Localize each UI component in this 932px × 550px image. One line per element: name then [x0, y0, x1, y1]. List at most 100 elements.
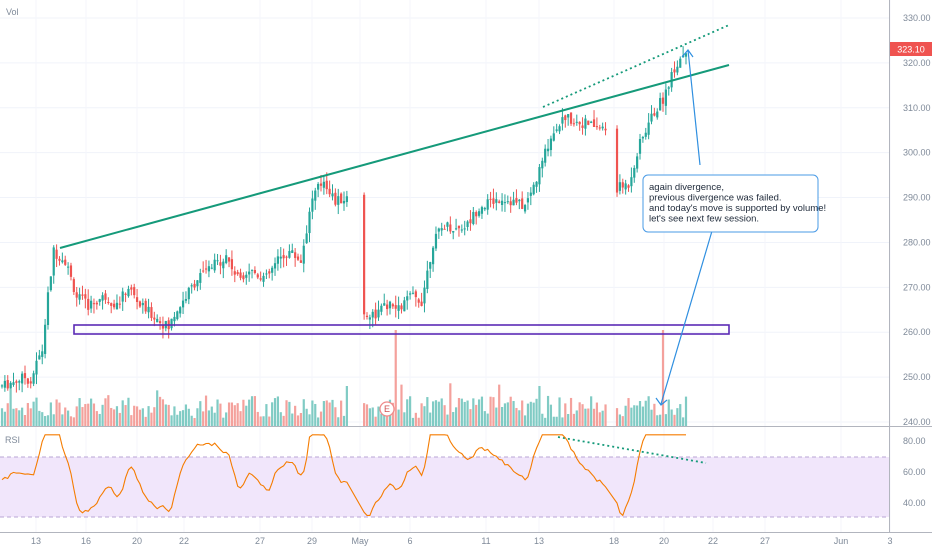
candle-body [431, 247, 435, 265]
candle-body [590, 121, 593, 123]
candle-body [443, 228, 446, 230]
rsi-tick-label: 60.00 [903, 467, 926, 477]
earnings-circle [379, 401, 395, 417]
candle-body [305, 233, 308, 244]
candle-body [503, 202, 507, 204]
candle-body [26, 378, 29, 384]
volume-bar [345, 386, 348, 426]
resistance-trendline[interactable] [59, 64, 730, 249]
volume-bar [179, 411, 182, 426]
volume-bar [121, 400, 124, 426]
price-tick-label: 330.00 [903, 13, 931, 23]
volume-bar [302, 399, 305, 426]
volume-bar [164, 404, 167, 426]
last-price-tag-background [890, 42, 932, 56]
date-tick-label: 13 [31, 536, 41, 546]
candle-body [621, 182, 624, 188]
annotation-box [642, 174, 819, 233]
volume-bar [641, 406, 644, 426]
candle-body [363, 194, 366, 315]
volume-bar [282, 415, 285, 426]
candle-body [500, 200, 504, 205]
volume-bar [12, 408, 15, 426]
date-tick-label: Jun [834, 536, 849, 546]
candle-body [156, 318, 159, 323]
rsi-divergence-dotted-line[interactable] [557, 436, 707, 464]
date-tick-label: 20 [659, 536, 669, 546]
volume-bar [342, 415, 346, 426]
candle-body [325, 180, 328, 190]
candle-body [630, 177, 633, 187]
volume-bar [363, 403, 366, 426]
upper-channel-dotted-line[interactable] [542, 24, 730, 108]
volume-bar [400, 384, 403, 426]
volume-bar [627, 398, 630, 426]
volume-bar [426, 397, 429, 426]
volume-bar [173, 406, 176, 426]
candle-body [110, 303, 113, 306]
candle-body [161, 324, 165, 329]
candle-body [49, 276, 52, 291]
candle-body [311, 198, 314, 212]
candle-body [173, 316, 176, 322]
candle-body [644, 132, 647, 137]
volume-bar [331, 399, 334, 426]
candle-body [67, 266, 70, 268]
earnings-marker[interactable]: E [379, 401, 395, 417]
volume-bar [477, 399, 481, 426]
rsi-tick-label: 40.00 [903, 498, 926, 508]
volume-bar [317, 417, 320, 426]
candle-body [391, 304, 394, 307]
candle-body [196, 280, 199, 287]
volume-bar [523, 415, 527, 426]
candle-body [598, 127, 601, 129]
candle-body [199, 273, 202, 283]
volume-bar [15, 408, 18, 426]
volume-bar [242, 399, 245, 426]
candle-body [552, 133, 555, 141]
date-tick-label: 27 [255, 536, 265, 546]
volume-bar [262, 416, 265, 426]
volume-bar [469, 409, 472, 426]
candle-body [322, 181, 325, 188]
candle-body [541, 160, 544, 169]
volume-bar [230, 402, 234, 426]
volume-bar [489, 396, 492, 426]
candle-body [454, 228, 458, 230]
volume-bar [325, 400, 328, 426]
volume-bar [621, 416, 624, 426]
candle-body [179, 307, 182, 314]
price-tick-label: 290.00 [903, 193, 931, 203]
candle-body [397, 305, 400, 311]
candle-body [457, 225, 461, 229]
volume-bar [541, 413, 544, 426]
volume-bar [89, 398, 93, 426]
candle-body [204, 268, 208, 270]
volume-bar [69, 416, 73, 426]
volume-bar [176, 414, 179, 426]
candle-body [595, 126, 599, 128]
candle-body [434, 233, 438, 249]
volume-bar [124, 405, 127, 426]
volume-bar [472, 398, 475, 426]
volume-bar [535, 398, 538, 426]
annotation-note[interactable]: again divergence, previous divergence wa… [642, 174, 826, 233]
candle-body [279, 256, 282, 259]
time-axis-labels: 13 16 20 22 27 29 May 6 11 13 18 20 22 27 Jun 3 [31, 536, 893, 546]
date-tick-label: 29 [307, 536, 317, 546]
volume-bar [279, 412, 282, 426]
candle-body [288, 251, 291, 258]
volume-bar [107, 395, 110, 426]
date-tick-label: 11 [481, 536, 490, 546]
volume-bar [44, 416, 47, 426]
volume-bar [256, 411, 259, 426]
volume-bar [584, 408, 587, 426]
volume-bar [377, 406, 380, 426]
volume-bar [466, 400, 469, 426]
candle-body [0, 385, 4, 387]
volume-bar [285, 400, 288, 426]
candle-body [141, 302, 144, 306]
volume-bar [112, 409, 116, 426]
candle-body [641, 137, 644, 139]
support-zone-box[interactable] [73, 324, 730, 335]
